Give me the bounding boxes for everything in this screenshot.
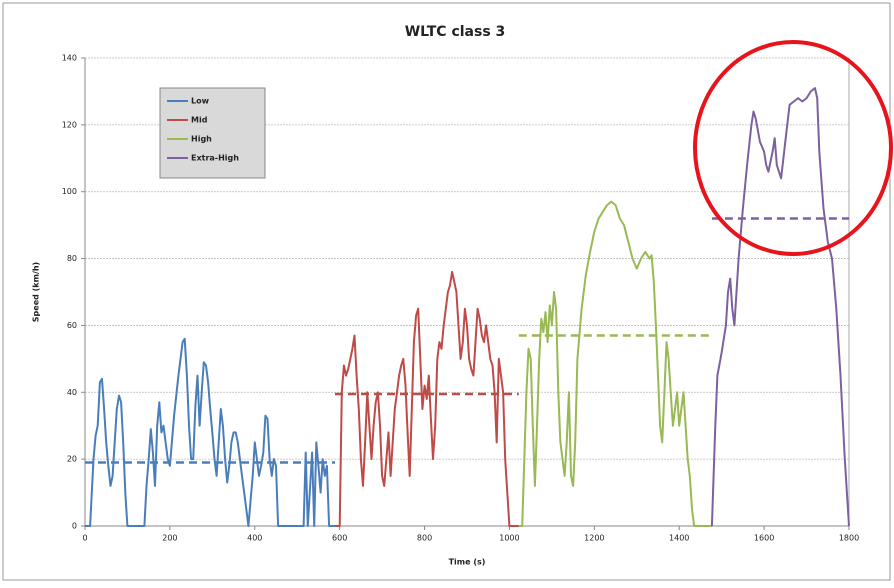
series-line bbox=[518, 200, 712, 527]
legend-label: Mid bbox=[191, 116, 208, 125]
highlight-circle bbox=[693, 40, 893, 256]
x-tick-label: 1800 bbox=[839, 534, 859, 543]
x-tick-label: 200 bbox=[162, 534, 177, 543]
y-tick-label: 80 bbox=[67, 254, 77, 263]
legend: Low Mid High Extra-High bbox=[159, 87, 266, 179]
y-tick-label: 60 bbox=[67, 321, 77, 330]
x-tick-label: 400 bbox=[247, 534, 262, 543]
legend-label: Low bbox=[191, 97, 210, 106]
legend-label: Extra-High bbox=[191, 154, 239, 163]
series-line bbox=[710, 87, 850, 527]
x-tick-label: 1000 bbox=[499, 534, 519, 543]
y-tick-label: 120 bbox=[62, 120, 77, 129]
y-tick-label: 100 bbox=[62, 187, 77, 196]
series-line bbox=[335, 270, 519, 527]
lines bbox=[85, 87, 850, 527]
x-tick-label: 800 bbox=[417, 534, 432, 543]
x-tick-label: 0 bbox=[82, 534, 87, 543]
y-axis-label: Speed (km/h) bbox=[32, 262, 41, 322]
x-axis-label: Time (s) bbox=[449, 558, 486, 567]
x-tick-label: 1600 bbox=[754, 534, 774, 543]
legend-label: High bbox=[191, 135, 212, 144]
y-tick-label: 20 bbox=[67, 455, 77, 464]
x-tick-label: 600 bbox=[332, 534, 347, 543]
chart-title: WLTC class 3 bbox=[405, 24, 506, 40]
y-tick-label: 0 bbox=[72, 522, 77, 531]
y-tick-label: 40 bbox=[67, 388, 77, 397]
y-tick-label: 140 bbox=[62, 54, 77, 63]
x-tick-label: 1200 bbox=[584, 534, 604, 543]
x-tick-label: 1400 bbox=[669, 534, 689, 543]
legend-box bbox=[159, 87, 266, 179]
chart-frame bbox=[2, 2, 891, 581]
